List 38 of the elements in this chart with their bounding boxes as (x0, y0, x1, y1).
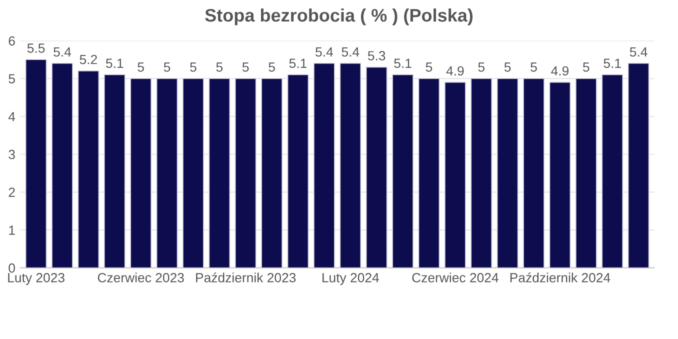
chart-title: Stopa bezrobocia ( % ) (Polska) (205, 8, 473, 26)
data-label: 5 (478, 62, 484, 72)
data-label: 5 (530, 62, 537, 72)
data-label: 5.5 (27, 44, 45, 53)
x-tick-label: Październik 2024 (510, 272, 610, 282)
data-label: 5 (138, 62, 144, 72)
data-label: 4.9 (446, 66, 464, 76)
data-label: 4.9 (551, 66, 569, 76)
y-tick-label: 5 (8, 74, 15, 84)
x-tick-label: Luty 2024 (322, 273, 379, 285)
x-tick-label: Czerwiec 2023 (98, 272, 184, 282)
y-tick-label: 1 (9, 226, 15, 235)
data-label: 5.4 (342, 47, 360, 57)
x-tick-label: Luty 2023 (8, 273, 64, 285)
data-label: 5 (242, 62, 249, 72)
data-label: 5 (268, 62, 275, 72)
y-tick-label: 0 (8, 263, 15, 273)
data-label: 5.1 (289, 58, 307, 68)
x-tick-label: Październik 2023 (196, 272, 296, 282)
data-label: 5.4 (54, 47, 72, 57)
data-label: 5 (216, 62, 223, 72)
data-label: 5 (164, 62, 170, 72)
data-label: 5.4 (316, 47, 333, 57)
data-label: 5.1 (106, 58, 124, 68)
y-tick-label: 6 (8, 36, 15, 46)
y-tick-label: 4 (8, 112, 16, 122)
data-label: 5 (583, 62, 590, 72)
data-label: 5 (190, 62, 196, 72)
data-label: 5.4 (630, 47, 648, 57)
data-label: 5.3 (368, 51, 386, 60)
data-label: 5.1 (604, 58, 621, 68)
y-tick-label: 3 (8, 150, 15, 160)
data-label: 5 (504, 62, 511, 72)
data-label: 5.1 (394, 58, 412, 68)
data-label: 5.2 (80, 54, 97, 64)
data-label: 5 (426, 62, 432, 72)
x-tick-label: Czerwiec 2024 (412, 272, 498, 282)
y-tick-label: 2 (8, 188, 15, 197)
